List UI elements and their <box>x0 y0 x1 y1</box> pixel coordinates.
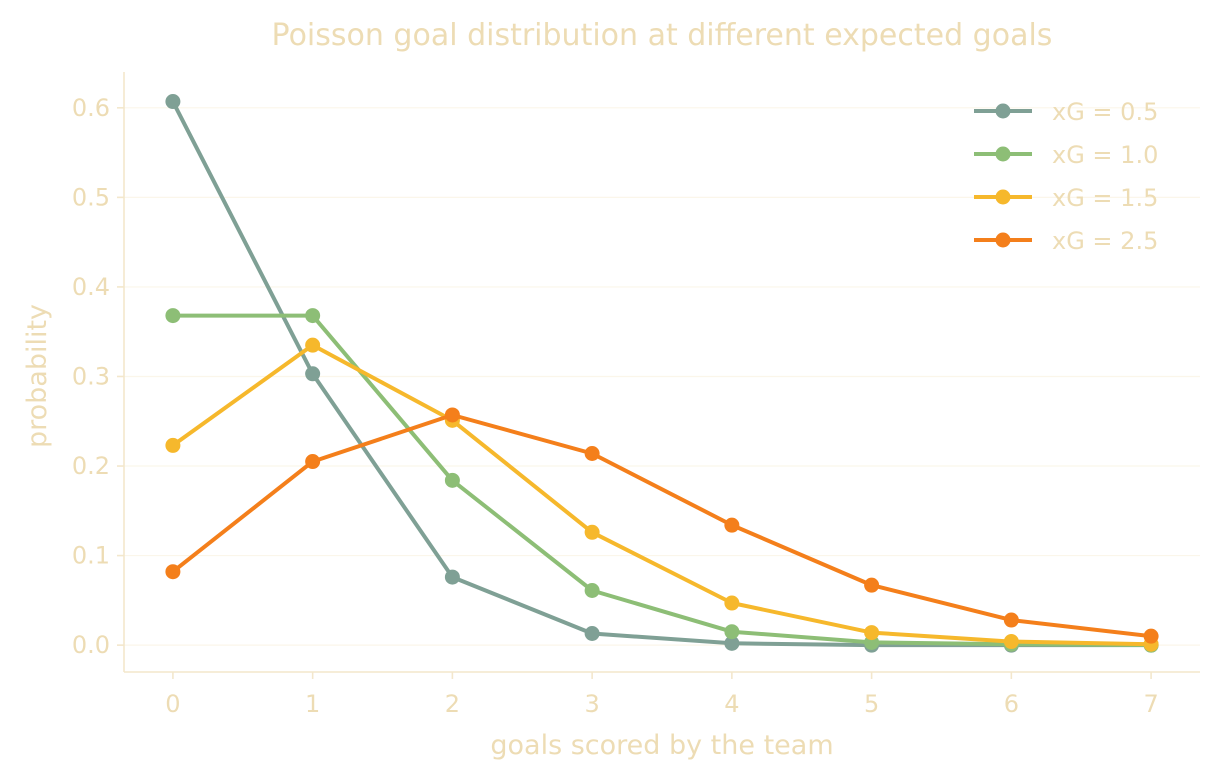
data-point <box>305 454 321 470</box>
y-tick-label: 0.6 <box>72 94 110 122</box>
series-4 <box>165 407 1159 644</box>
data-point <box>864 577 880 593</box>
data-point <box>864 625 880 641</box>
series-line <box>170 413 1154 639</box>
legend-label: xG = 2.5 <box>1052 227 1158 255</box>
x-tick-label: 6 <box>1004 690 1019 718</box>
legend-item: xG = 0.5 <box>974 98 1158 126</box>
x-axis-ticks: 0 1 2 3 4 5 6 7 <box>165 672 1159 718</box>
legend: xG = 0.5 xG = 1.0 xG = 1.5 xG = 2.5 <box>974 98 1158 255</box>
series <box>165 94 1159 653</box>
data-point <box>584 625 600 641</box>
legend-swatch-marker <box>995 146 1011 162</box>
data-point <box>444 472 460 488</box>
x-tick-label: 3 <box>584 690 599 718</box>
x-tick-label: 5 <box>864 690 879 718</box>
series-line <box>170 313 1154 648</box>
legend-item: xG = 1.0 <box>974 141 1158 169</box>
x-tick-label: 4 <box>724 690 739 718</box>
x-axis-label: goals scored by the team <box>490 730 833 761</box>
y-tick-label: 0.5 <box>72 183 110 211</box>
legend-swatch-marker <box>995 103 1011 119</box>
chart-title: Poisson goal distribution at different e… <box>272 18 1053 53</box>
y-tick-label: 0.1 <box>72 542 110 570</box>
legend-label: xG = 1.0 <box>1052 141 1158 169</box>
data-point <box>305 366 321 382</box>
data-point <box>1003 634 1019 650</box>
data-point <box>1003 612 1019 628</box>
x-tick-label: 0 <box>165 690 180 718</box>
data-point <box>444 407 460 423</box>
data-point <box>444 569 460 585</box>
series-2 <box>165 308 1159 653</box>
y-axis-label: probability <box>22 304 53 448</box>
legend-swatch-marker <box>995 189 1011 205</box>
data-point <box>165 308 181 324</box>
y-tick-label: 0.2 <box>72 452 110 480</box>
legend-label: xG = 0.5 <box>1052 98 1158 126</box>
y-tick-label: 0.0 <box>72 631 110 659</box>
legend-item: xG = 2.5 <box>974 227 1158 255</box>
y-tick-label: 0.4 <box>72 273 110 301</box>
data-point <box>584 524 600 540</box>
data-point <box>165 564 181 580</box>
x-tick-label: 1 <box>305 690 320 718</box>
data-point <box>724 517 740 533</box>
legend-item: xG = 1.5 <box>974 184 1158 212</box>
data-point <box>165 437 181 453</box>
data-point <box>724 635 740 651</box>
x-tick-label: 7 <box>1143 690 1158 718</box>
data-point <box>724 595 740 611</box>
data-point <box>165 94 181 110</box>
data-point <box>305 308 321 324</box>
data-point <box>1143 628 1159 644</box>
data-point <box>724 624 740 640</box>
y-tick-label: 0.3 <box>72 362 110 390</box>
series-3 <box>165 337 1159 652</box>
series-line <box>170 343 1154 647</box>
data-point <box>584 445 600 461</box>
legend-swatch-marker <box>995 232 1011 248</box>
x-tick-label: 2 <box>445 690 460 718</box>
legend-label: xG = 1.5 <box>1052 184 1158 212</box>
y-axis-ticks: 0.0 0.1 0.2 0.3 0.4 0.5 0.6 <box>72 94 124 659</box>
data-point <box>584 583 600 599</box>
data-point <box>305 337 321 353</box>
grid <box>124 107 1200 646</box>
